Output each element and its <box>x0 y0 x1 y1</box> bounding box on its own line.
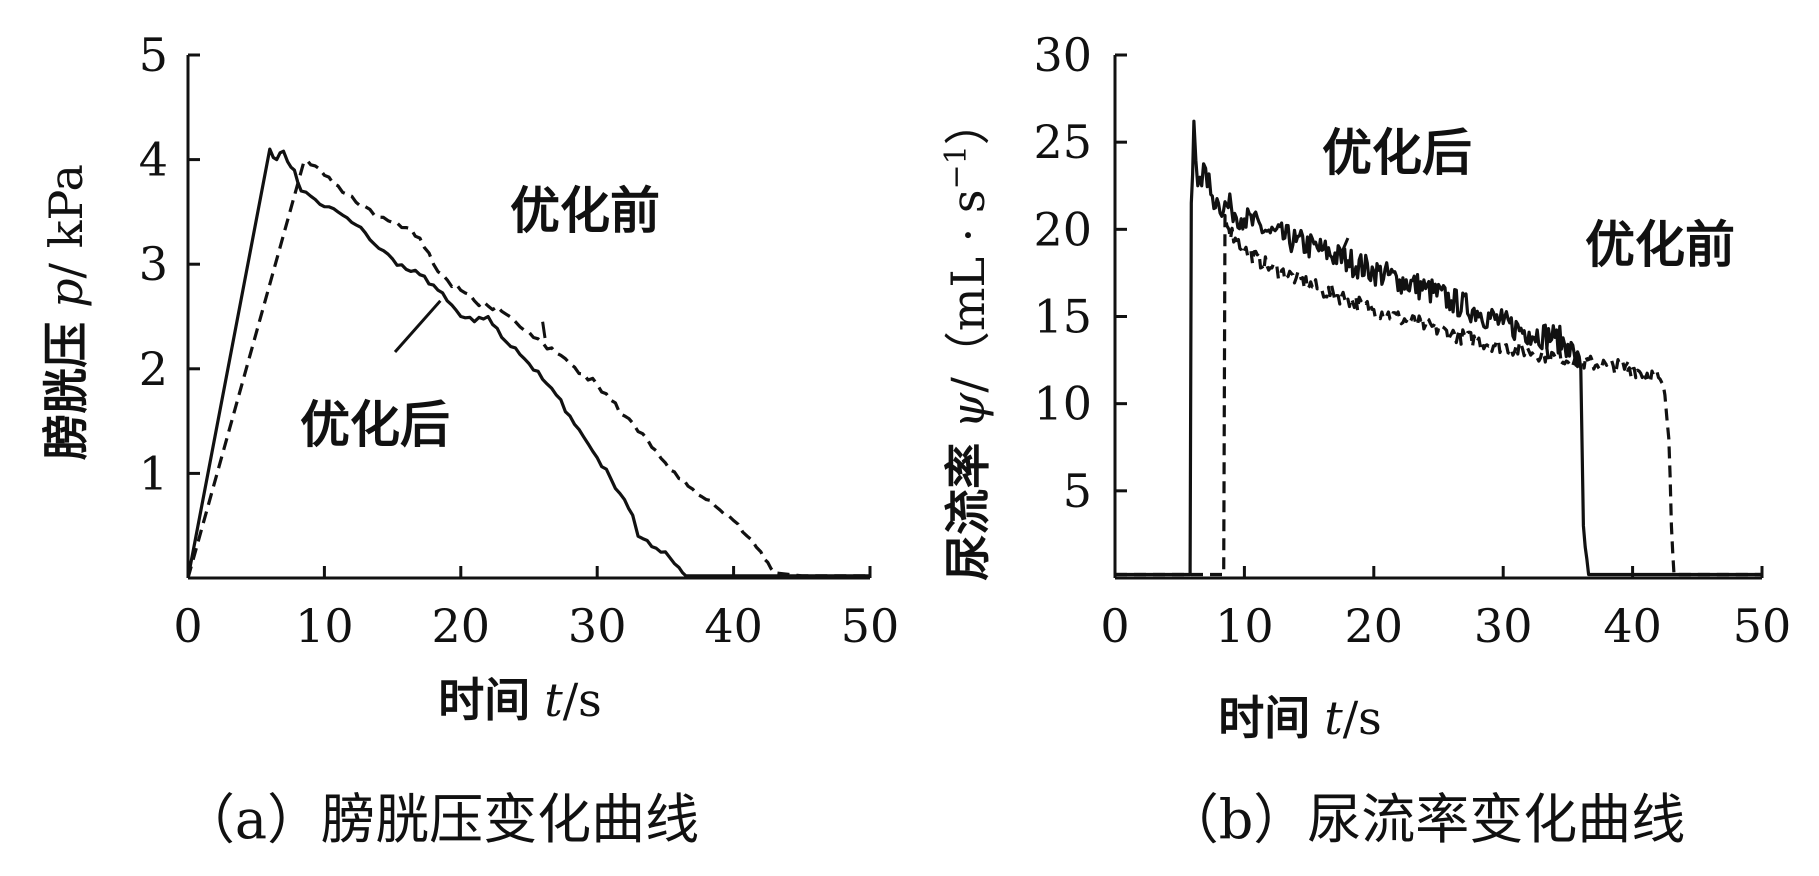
chart-b-annotation-label: 优化后 <box>1322 123 1472 182</box>
chart-a-x-tick-label: 10 <box>295 599 354 653</box>
chart-b-x-label-unit: /s <box>1343 691 1382 745</box>
chart-b-series-before <box>1115 213 1762 577</box>
chart-b-y-label-sup: −1 <box>939 145 974 189</box>
chart-b-series <box>1115 119 1762 577</box>
chart-a-x-tick-label: 20 <box>432 599 491 653</box>
chart-b-x-tick-label: 0 <box>1100 599 1129 653</box>
chart-b-y-label-prefix: 尿流率 <box>941 443 995 581</box>
chart-a-y-tick-label: 4 <box>139 133 168 187</box>
chart-b-y-tick-label: 20 <box>1033 202 1092 256</box>
chart-b-y-label-unit: /（mL · s <box>941 190 995 393</box>
chart-b-x-label-prefix: 时间 <box>1218 691 1310 745</box>
chart-a-y-label-unit: / kPa <box>39 164 93 278</box>
chart-a-annotation-label: 优化后 <box>300 395 450 454</box>
chart-a-y-axis-label: 膀胱压 p/ kPa <box>39 164 93 460</box>
chart-b-x-tick-label: 40 <box>1603 599 1662 653</box>
chart-a-x-label-unit: /s <box>563 673 602 727</box>
chart-b-caption: （b）尿流率变化曲线 <box>1165 788 1686 851</box>
chart-a-series <box>186 147 870 579</box>
chart-b-x-tick-label: 30 <box>1474 599 1533 653</box>
chart-a-annotation-leader <box>393 299 442 353</box>
chart-a-y-label-prefix: 膀胱压 <box>39 322 93 460</box>
chart-b-y-tick-label: 10 <box>1033 377 1092 431</box>
chart-b-y-axis-label: 尿流率 ψ/（mL · s−1） <box>939 99 995 580</box>
chart-a-axes <box>186 55 870 580</box>
chart-a-x-tick-label: 40 <box>704 599 763 653</box>
chart-b-annotation-leader <box>1624 361 1630 367</box>
chart-b-y-tick-label: 15 <box>1033 290 1092 344</box>
chart-b-annotation-leader <box>1340 237 1350 253</box>
chart-a-ticks: 0 10 20 30 40 50 1 2 3 4 5 <box>139 28 900 653</box>
chart-b-ticks: 0 10 20 30 40 50 5 10 15 20 25 30 <box>1033 28 1791 653</box>
chart-a-x-label-var: t <box>544 673 563 727</box>
chart-a-x-tick-label: 0 <box>173 599 202 653</box>
chart-b-y-tick-label: 5 <box>1063 464 1092 518</box>
chart-a-series-after <box>186 147 870 579</box>
chart-a-y-tick-label: 1 <box>139 446 168 500</box>
chart-a-y-label-var: p <box>39 278 93 307</box>
chart-b-x-tick-label: 10 <box>1215 599 1274 653</box>
chart-a-y-tick-label: 3 <box>139 237 168 291</box>
chart-b-y-tick-label: 30 <box>1033 28 1092 82</box>
chart-b-y-tick-label: 25 <box>1033 115 1092 169</box>
chart-b-y-label-var: ψ <box>941 392 995 429</box>
chart-a-annotation-label: 优化前 <box>510 181 660 240</box>
chart-b-annotation-label: 优化前 <box>1585 215 1735 274</box>
chart-b-y-label-close: ） <box>941 99 995 145</box>
chart-b-x-axis-label: 时间 t/s <box>1218 691 1382 745</box>
chart-a-x-tick-label: 50 <box>841 599 900 653</box>
chart-a-x-label-prefix: 时间 <box>438 673 530 727</box>
chart-a-y-tick-label: 5 <box>139 28 168 82</box>
chart-b-x-tick-label: 50 <box>1733 599 1792 653</box>
chart-a-x-tick-label: 30 <box>568 599 627 653</box>
chart-b-x-tick-label: 20 <box>1345 599 1404 653</box>
chart-a-annotation-leader <box>541 321 547 339</box>
chart-a-y-tick-label: 2 <box>139 342 168 396</box>
chart-b-series-after <box>1115 119 1762 577</box>
chart-a-x-axis-label: 时间 t/s <box>438 673 602 727</box>
chart-a-caption: （a）膀胱压变化曲线 <box>181 788 699 851</box>
chart-b-x-label-var: t <box>1324 691 1343 745</box>
